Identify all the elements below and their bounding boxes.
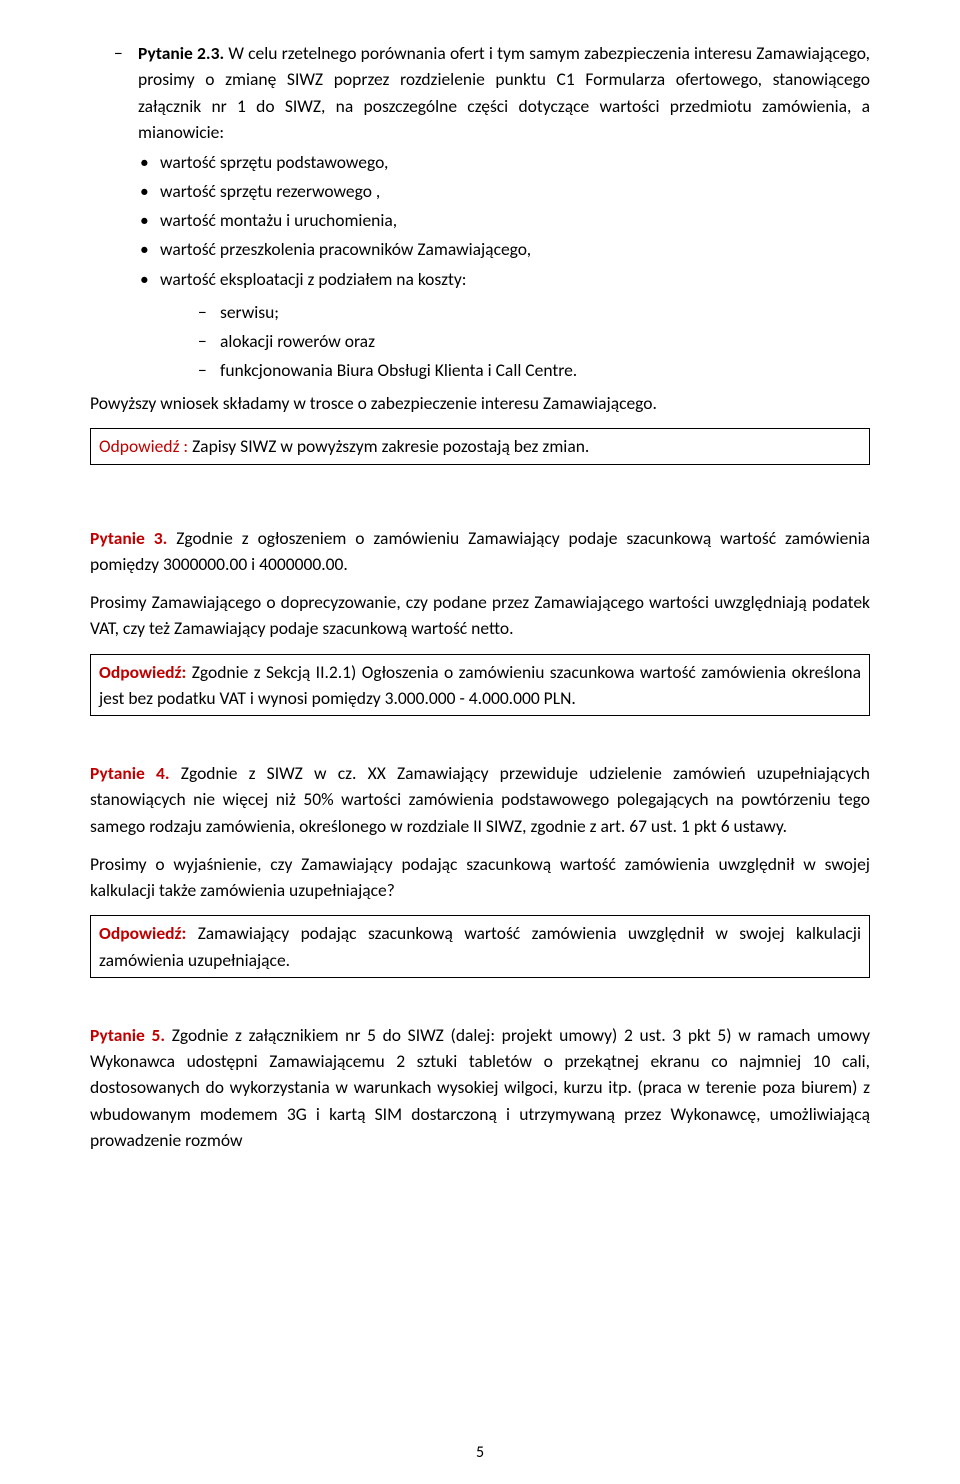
q23-closing: Powyższy wniosek składamy w trosce o zab…	[90, 390, 870, 416]
spacer	[90, 994, 870, 1022]
q4-para2: Prosimy o wyjaśnienie, czy Zamawiający p…	[90, 851, 870, 904]
q5-text: Zgodnie z załącznikiem nr 5 do SIWZ (dal…	[90, 1024, 870, 1151]
q3-para1: Pytanie 3. Zgodnie z ogłoszeniem o zamów…	[90, 525, 870, 578]
q3-label: Pytanie 3.	[90, 527, 167, 549]
q5-para: Pytanie 5. Zgodnie z załącznikiem nr 5 d…	[90, 1022, 870, 1153]
q5-label: Pytanie 5.	[90, 1024, 165, 1046]
q4-answer-text: Zamawiający podając szacunkową wartość z…	[99, 922, 861, 970]
q23-label: Pytanie 2.3.	[138, 42, 224, 64]
q23-subdash-list: serwisu; alokacji rowerów oraz funkcjono…	[90, 299, 870, 384]
q4-text1: Zgodnie z SIWZ w cz. XX Zamawiający prze…	[90, 762, 870, 837]
q23-answer-box: Odpowiedź : Zapisy SIWZ w powyższym zakr…	[90, 428, 870, 464]
q23-bullet: wartość sprzętu rezerwowego ,	[160, 178, 870, 205]
q23-subdash: serwisu;	[220, 299, 870, 326]
spacer	[90, 732, 870, 760]
q23-bullet: wartość sprzętu podstawowego,	[160, 149, 870, 176]
q23-bullet-list: wartość sprzętu podstawowego, wartość sp…	[90, 149, 870, 293]
q23-bullet: wartość przeszkolenia pracowników Zamawi…	[160, 236, 870, 263]
spacer	[90, 481, 870, 525]
q4-para1: Pytanie 4. Zgodnie z SIWZ w cz. XX Zamaw…	[90, 760, 870, 839]
q4-label: Pytanie 4.	[90, 762, 170, 784]
q23-heading: Pytanie 2.3. W celu rzetelnego porównani…	[90, 40, 870, 145]
q3-para2: Prosimy Zamawiającego o doprecyzowanie, …	[90, 589, 870, 642]
q4-answer-box: Odpowiedź: Zamawiający podając szacunkow…	[90, 915, 870, 978]
q23-answer-text: Zapisy SIWZ w powyższym zakresie pozosta…	[192, 435, 589, 457]
q4-answer-label: Odpowiedź:	[99, 922, 186, 944]
q23-bullet: wartość eksploatacji z podziałem na kosz…	[160, 266, 870, 293]
q23-heading-text: W celu rzetelnego porównania ofert i tym…	[138, 42, 870, 143]
q3-answer-label: Odpowiedź:	[99, 661, 186, 683]
page: Pytanie 2.3. W celu rzetelnego porównani…	[0, 0, 960, 1484]
q23-bullet: wartość montażu i uruchomienia,	[160, 207, 870, 234]
q23-subdash: alokacji rowerów oraz	[220, 328, 870, 355]
q3-answer-text1: Zgodnie z Sekcją II.2.1) Ogłoszenia o za…	[186, 661, 701, 683]
q3-answer-box: Odpowiedź: Zgodnie z Sekcją II.2.1) Ogło…	[90, 654, 870, 717]
q23-answer-label: Odpowiedź :	[99, 435, 192, 457]
q3-text1: Zgodnie z ogłoszeniem o zamówieniu Zamaw…	[90, 527, 870, 575]
page-number: 5	[0, 1443, 960, 1462]
q23-subdash: funkcjonowania Biura Obsługi Klienta i C…	[220, 357, 870, 384]
